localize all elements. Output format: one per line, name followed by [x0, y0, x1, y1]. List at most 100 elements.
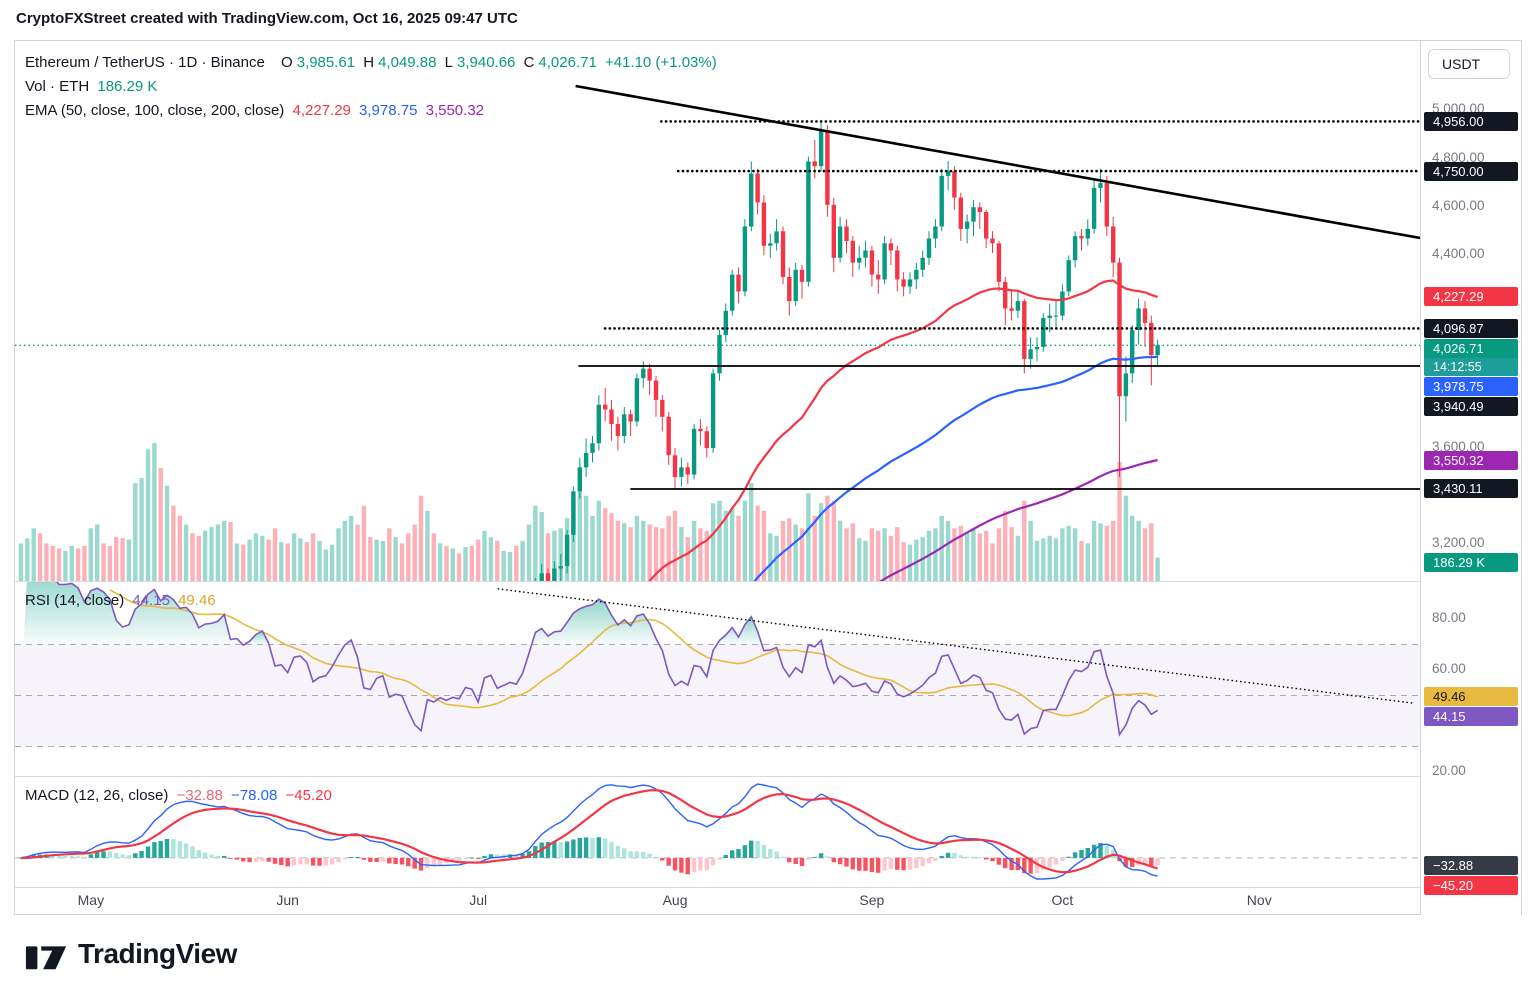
price-pane-canvas[interactable] [15, 41, 1420, 581]
macd-hist-bar [736, 849, 741, 858]
ema50-value: 4,227.29 [292, 102, 351, 119]
pane-separator[interactable] [15, 581, 1420, 582]
volume-tag: 186.29 K [1424, 553, 1518, 572]
candle-body [679, 467, 684, 477]
rsi-trendline[interactable] [497, 588, 1414, 704]
macd-pane-canvas[interactable] [15, 776, 1420, 887]
open-label: O [281, 54, 293, 71]
macd-hist-bar [1098, 843, 1103, 858]
plot-area[interactable]: May Jun Jul Aug Sep Oct Nov Ethereum / TetherU… [15, 41, 1420, 915]
volume-label: Vol · ETH [25, 78, 90, 95]
macd-hist-bar [577, 838, 582, 858]
macd-hist-bar [971, 856, 976, 858]
volume-bar [126, 539, 132, 581]
price-pane[interactable] [15, 41, 1420, 581]
rsi-pane[interactable] [15, 581, 1420, 776]
volume-bar [603, 508, 608, 581]
macd-hist-bar [101, 851, 106, 858]
volume-bar [196, 535, 201, 581]
rsi-line[interactable] [27, 581, 1159, 737]
macd-line[interactable] [20, 783, 1158, 880]
candle-body [831, 204, 836, 258]
macd-hist-bar [920, 857, 925, 867]
macd-hist-bar [469, 857, 474, 859]
price-axis[interactable]: USDT 5,000.00 4,800.00 4,600.00 4,400.00 3,6… [1420, 41, 1521, 915]
currency-toggle-button[interactable]: USDT [1428, 49, 1510, 79]
macd-hist-bar [863, 857, 868, 871]
macd-hist-bar [495, 854, 500, 858]
candle-body [730, 274, 735, 311]
macd-hist-bar [1009, 857, 1014, 871]
candle-body [818, 130, 824, 167]
ema100-line[interactable] [21, 355, 1158, 581]
pane-separator[interactable] [15, 776, 1420, 777]
macd-hist-bar [704, 857, 709, 871]
candle-body [984, 212, 989, 239]
macd-hist-bar [342, 857, 347, 860]
macd-hist-bar [723, 855, 728, 858]
macd-hist-bar [482, 855, 487, 858]
candle-body [863, 250, 868, 258]
macd-hist-bar [628, 851, 633, 858]
candle-body [1028, 349, 1033, 359]
candle-body [939, 175, 944, 227]
macd-hist-bar [387, 857, 392, 864]
ema200-line[interactable] [21, 458, 1158, 581]
tradingview-footer-link[interactable]: TradingView [24, 936, 237, 972]
candle-body [768, 243, 773, 246]
candle-body [850, 240, 855, 263]
macd-pane[interactable] [15, 776, 1420, 887]
descending-trendline[interactable] [575, 84, 1420, 240]
macd-hist-bar [406, 857, 411, 867]
axis-price-label: 4,800.00 [1432, 149, 1485, 165]
macd-hist-bar [666, 857, 671, 866]
macd-hist-bar [1104, 845, 1109, 858]
rsi-axis-label: 60.00 [1432, 660, 1466, 676]
volume-bar [495, 540, 500, 581]
macd-hist-bar [596, 837, 601, 858]
volume-bar [615, 520, 621, 581]
candle-body [1117, 262, 1122, 397]
volume-bar [641, 520, 646, 581]
volume-bar [133, 483, 138, 581]
candle-body [609, 409, 614, 424]
volume-bar [228, 522, 233, 581]
volume-bar [82, 545, 87, 581]
volume-bar [183, 524, 189, 581]
candle-body [787, 277, 792, 302]
macd-signal-line[interactable] [20, 789, 1158, 874]
volume-bar [444, 545, 449, 581]
volume-bar [837, 520, 843, 581]
volume-bar [539, 512, 544, 581]
ema50-line[interactable] [21, 279, 1158, 582]
candles-layer [534, 121, 1160, 581]
volume-bar [1155, 557, 1160, 581]
volume-bar [336, 528, 341, 581]
volume-bar [1142, 528, 1148, 581]
volume-bar [374, 539, 379, 581]
volume-bar [723, 510, 728, 581]
volume-bar [634, 515, 640, 581]
price-tag: 4,956.00 [1424, 111, 1518, 131]
date-axis[interactable]: May Jun Jul Aug Sep Oct Nov [15, 887, 1420, 915]
volume-bar [704, 530, 709, 581]
volume-bar [25, 538, 30, 581]
rsi-pane-canvas[interactable] [15, 581, 1420, 776]
candle-body [780, 231, 786, 278]
candle-body [1053, 315, 1059, 317]
macd-hist-bar [590, 837, 595, 858]
macd-hist-bar [95, 852, 100, 858]
macd-hist-bar [158, 841, 163, 858]
candle-body [634, 378, 640, 422]
candle-body [1149, 322, 1154, 356]
volume-bar [253, 533, 259, 581]
volume-bar [310, 533, 316, 581]
axis-price-label: 4,400.00 [1432, 245, 1485, 261]
high-value: 4,049.88 [378, 54, 437, 71]
volume-bar [476, 539, 481, 581]
macd-hist-bar [818, 853, 824, 858]
macd-hist-bar [1047, 857, 1052, 867]
macd-hist-bar [196, 850, 201, 858]
candle-body [1104, 183, 1109, 227]
rsi-value: 44.15 [132, 592, 170, 609]
